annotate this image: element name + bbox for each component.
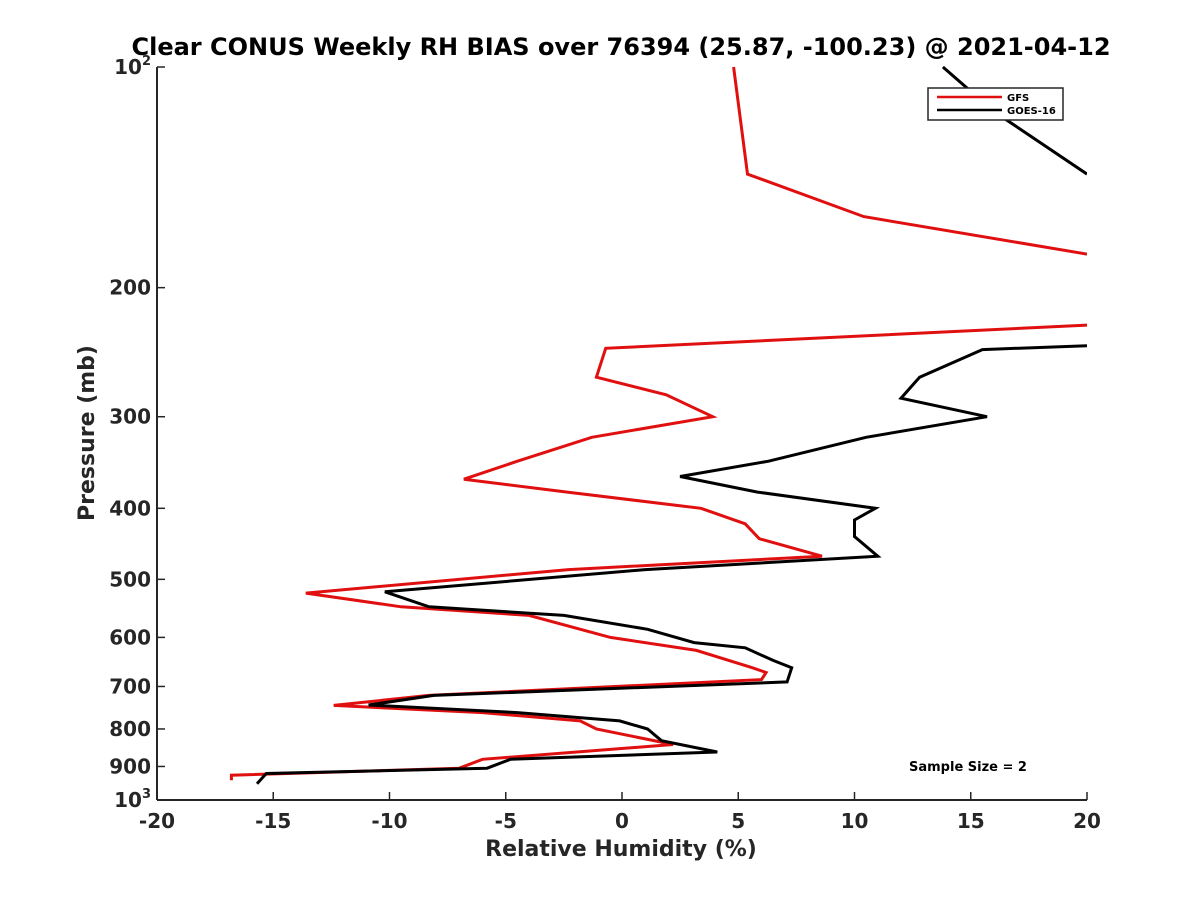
y-tick-label: 600 (109, 625, 151, 649)
legend: GFS GOES-16 (927, 87, 1064, 121)
y-axis-label: Pressure (mb) (75, 345, 100, 521)
y-axis-ticks: 102 200 300 400 500 600 700 800 900 103 (109, 54, 165, 812)
y-tick-label: 400 (109, 496, 151, 520)
x-tick-label: -5 (495, 809, 517, 833)
chart-title: Clear CONUS Weekly RH BIAS over 76394 (2… (131, 33, 1110, 61)
x-axis-label: Relative Humidity (%) (485, 837, 757, 862)
y-tick-label: 102 (114, 54, 151, 79)
legend-box (927, 87, 1064, 121)
y-tick-label: 700 (109, 674, 151, 698)
series-line-goes-16 (255, 65, 1087, 785)
y-tick-label: 300 (109, 405, 151, 429)
x-tick-label: 15 (957, 809, 985, 833)
y-tick-label: 900 (109, 754, 151, 778)
series-line-gfs (229, 66, 1087, 781)
x-tick-label: 20 (1073, 809, 1101, 833)
series-lines (229, 65, 1087, 785)
legend-label-goes16: GOES-16 (1007, 106, 1056, 117)
x-tick-label: 0 (615, 809, 629, 833)
y-tick-label: 500 (109, 567, 151, 591)
x-tick-label: 5 (731, 809, 745, 833)
legend-label-gfs: GFS (1007, 93, 1029, 104)
y-tick-label: 200 (109, 276, 151, 300)
y-tick-label: 800 (109, 717, 151, 741)
x-tick-label: -15 (255, 809, 291, 833)
x-axis-ticks: -20 -15 -10 -5 0 5 10 15 20 (139, 792, 1101, 833)
x-tick-label: -20 (139, 809, 175, 833)
x-tick-label: 10 (841, 809, 869, 833)
sample-size-annotation: Sample Size = 2 (909, 760, 1027, 775)
y-tick-label: 103 (114, 787, 151, 812)
x-tick-label: -10 (371, 809, 407, 833)
